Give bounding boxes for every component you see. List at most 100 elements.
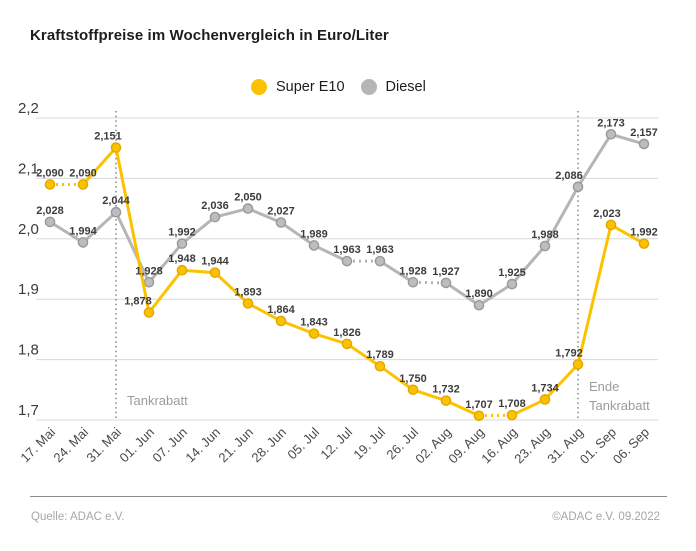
series-line-segment-diesel	[114, 210, 151, 284]
data-point-marker-super-e10	[638, 238, 650, 249]
data-point-marker-super-e10	[209, 267, 221, 278]
data-point-marker-diesel	[176, 238, 188, 249]
series-line-segment-super-e10	[345, 342, 382, 368]
data-point-marker-diesel	[539, 240, 551, 252]
y-axis-tick-label: 1,7	[18, 402, 39, 419]
series-line-segment-diesel	[477, 282, 514, 307]
x-axis-tick-label: 06. Sep	[610, 425, 652, 467]
series-line-segment-super-e10	[81, 146, 118, 186]
y-axis-tick-label: 2,2	[18, 100, 39, 117]
x-axis-tick-label: 01. Jun	[116, 425, 157, 466]
data-point-marker-super-e10	[374, 360, 386, 372]
series-line-segment-super-e10	[312, 332, 349, 346]
x-axis-tick-label: 31. Mai	[83, 424, 124, 465]
x-axis-tick-label: 16. Aug	[478, 425, 520, 467]
value-label-diesel: 2,036	[201, 200, 229, 212]
value-label-diesel: 2,027	[267, 205, 295, 217]
series-line-segment-diesel	[213, 207, 250, 219]
series-line-segment-diesel	[180, 215, 217, 246]
value-label-diesel: 1,989	[300, 228, 328, 240]
event-annotation-label: Tankrabatt	[127, 393, 188, 408]
data-point-marker-super-e10	[605, 219, 617, 231]
value-label-super-e10: 2,090	[36, 167, 64, 179]
event-annotation-label: Tankrabatt	[589, 398, 650, 413]
series-line-segment-super-e10	[378, 364, 415, 392]
data-point-marker-diesel	[308, 240, 320, 251]
data-point-marker-diesel	[374, 255, 386, 267]
page-title: Kraftstoffpreise im Wochenvergleich in E…	[30, 27, 389, 44]
series-line-segment-diesel	[609, 132, 646, 146]
value-label-super-e10: 1,707	[465, 399, 493, 411]
data-point-marker-super-e10	[473, 410, 485, 422]
value-label-diesel: 1,963	[366, 244, 394, 256]
x-axis-tick-label: 21. Jun	[215, 425, 256, 466]
data-point-marker-diesel	[44, 216, 56, 228]
value-label-diesel: 2,050	[234, 192, 262, 204]
data-point-marker-diesel	[143, 276, 155, 288]
chart-legend: Super E10 Diesel	[251, 79, 426, 95]
data-point-marker-diesel	[110, 206, 122, 218]
data-point-marker-super-e10	[110, 142, 122, 153]
value-label-super-e10: 1,843	[300, 317, 328, 329]
source-note: Quelle: ADAC e.V.	[31, 511, 125, 523]
series-line-segment-super-e10	[246, 301, 283, 323]
series-line-segment-super-e10	[609, 223, 646, 246]
series-line-segment-super-e10	[213, 271, 250, 305]
series-line-segment-diesel	[378, 259, 415, 284]
data-point-marker-super-e10	[275, 315, 287, 327]
value-label-diesel: 2,028	[36, 205, 64, 217]
series-line-segment-diesel	[312, 243, 349, 263]
data-point-marker-super-e10	[176, 264, 188, 276]
value-label-super-e10: 2,151	[94, 131, 122, 143]
data-point-marker-diesel	[341, 255, 353, 267]
x-axis-tick-label: 23. Aug	[511, 425, 553, 467]
super-e10-swatch-icon	[251, 79, 267, 95]
data-point-marker-diesel	[440, 277, 452, 289]
data-point-marker-super-e10	[506, 409, 518, 421]
series-line-segment-diesel	[510, 244, 547, 286]
value-label-super-e10: 1,944	[201, 256, 229, 268]
y-axis-tick-label: 2,1	[18, 160, 39, 177]
data-point-marker-diesel	[638, 138, 650, 150]
series-line-segment-diesel	[81, 210, 118, 244]
data-point-marker-diesel	[473, 299, 485, 311]
series-line-segment-super-e10	[180, 268, 217, 275]
data-point-marker-diesel	[506, 278, 518, 290]
legend-item-diesel: Diesel	[360, 79, 426, 95]
series-line-segment-diesel	[576, 132, 613, 189]
value-label-super-e10: 1,878	[124, 295, 152, 307]
copyright-note: ©ADAC e.V. 09.2022	[552, 511, 660, 523]
data-point-marker-super-e10	[341, 338, 353, 350]
value-label-diesel: 2,044	[102, 195, 130, 207]
value-label-super-e10: 1,708	[498, 398, 526, 410]
value-label-diesel: 1,927	[432, 266, 460, 278]
footer-divider	[30, 496, 667, 497]
series-line-segment-diesel	[48, 220, 85, 244]
value-label-diesel: 1,928	[135, 265, 163, 277]
value-label-super-e10: 1,948	[168, 253, 196, 265]
series-line-segment-super-e10	[114, 146, 151, 314]
legend-label-diesel: Diesel	[385, 79, 426, 95]
value-label-super-e10: 2,023	[593, 208, 621, 220]
x-axis-tick-label: 19. Jul	[350, 424, 388, 462]
data-point-marker-super-e10	[242, 298, 254, 309]
series-line-segment-diesel	[246, 207, 283, 224]
series-line-segment-super-e10	[147, 268, 184, 314]
value-label-diesel: 1,988	[531, 229, 559, 241]
data-point-marker-super-e10	[44, 179, 56, 190]
data-point-marker-diesel	[572, 181, 584, 193]
x-axis-tick-label: 24. Mai	[50, 424, 91, 465]
value-label-diesel: 1,963	[333, 244, 361, 256]
value-label-diesel: 2,086	[555, 170, 583, 182]
value-label-diesel: 2,157	[630, 127, 658, 139]
series-line-segment-super-e10	[510, 397, 547, 417]
value-label-super-e10: 1,792	[555, 347, 583, 359]
value-label-super-e10: 1,992	[630, 227, 658, 239]
y-axis-tick-label: 1,9	[18, 281, 39, 298]
series-line-segment-super-e10	[411, 388, 448, 403]
series-line-segment-super-e10	[576, 223, 613, 366]
data-point-marker-diesel	[407, 276, 419, 288]
data-point-marker-super-e10	[407, 384, 419, 396]
